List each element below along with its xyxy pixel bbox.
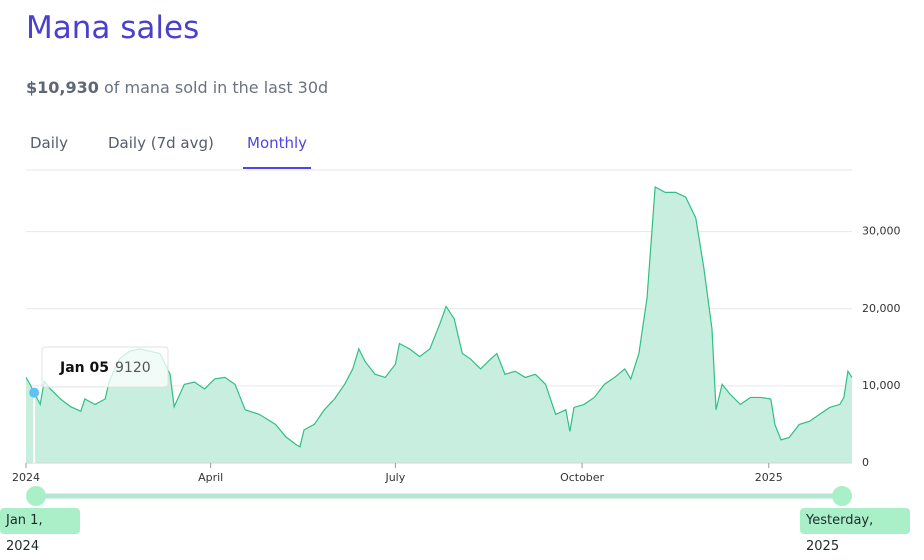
- slider-handle[interactable]: [26, 486, 46, 506]
- tab[interactable]: Daily: [30, 134, 68, 152]
- x-tick-label: 2024: [12, 471, 40, 484]
- hover-dot: [29, 387, 40, 398]
- amount: $10,930: [26, 78, 99, 97]
- tab[interactable]: Monthly: [247, 134, 308, 152]
- y-tick-label: 30,000: [862, 225, 901, 238]
- area-fill: [26, 186, 852, 463]
- y-tick-label: 0: [862, 456, 869, 469]
- page: {"header": {"title": "Mana sales", "amou…: [0, 10, 910, 554]
- tooltip-value: 9120: [115, 360, 151, 376]
- x-tick-label: April: [198, 471, 223, 484]
- x-tick-label: October: [560, 471, 604, 484]
- chart: 0 10,000 20,000 30,000 2024 April July October 2…: [12, 167, 901, 506]
- x-tick-label: 2025: [755, 471, 783, 484]
- range-end-label: Yesterday, 2025: [800, 508, 910, 554]
- x-tick-label: July: [384, 471, 405, 484]
- subtitle-text: of mana sold in the last 30d: [103, 78, 329, 97]
- tooltip-box: [41, 346, 169, 388]
- tab[interactable]: Daily (7d avg): [108, 134, 214, 152]
- slider-handle[interactable]: [832, 486, 852, 506]
- y-tick-label: 10,000: [862, 379, 901, 392]
- range-start-label: Jan 1, 2024: [0, 508, 80, 554]
- tooltip-date: Jan 05: [59, 360, 109, 376]
- subtitle: $10,930 of mana sold in the last 30d: [26, 78, 328, 97]
- page-title: Mana sales: [26, 10, 200, 46]
- tab-underline: [243, 167, 312, 169]
- y-tick-label: 20,000: [862, 302, 901, 315]
